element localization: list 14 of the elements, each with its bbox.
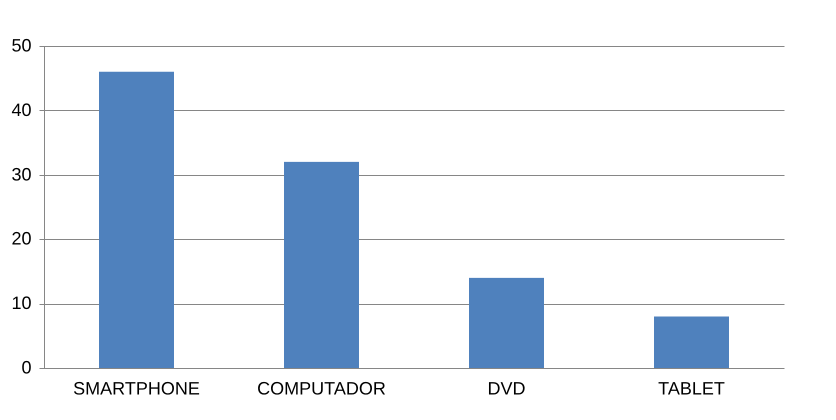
x-tick-label: DVD: [487, 378, 526, 398]
x-tick-label: COMPUTADOR: [257, 378, 386, 398]
y-tick-label: 0: [21, 358, 32, 378]
y-tick-label: 30: [11, 164, 32, 184]
y-tick-label: 20: [11, 228, 32, 249]
bar: [99, 72, 174, 368]
bar: [284, 162, 359, 368]
bar: [469, 278, 544, 368]
y-tick-label: 40: [11, 100, 32, 120]
bar: [654, 316, 729, 368]
y-tick-label: 10: [11, 293, 32, 314]
y-tick-label: 50: [11, 36, 32, 56]
x-tick-label: TABLET: [658, 378, 725, 398]
x-tick-label: SMARTPHONE: [73, 378, 200, 398]
